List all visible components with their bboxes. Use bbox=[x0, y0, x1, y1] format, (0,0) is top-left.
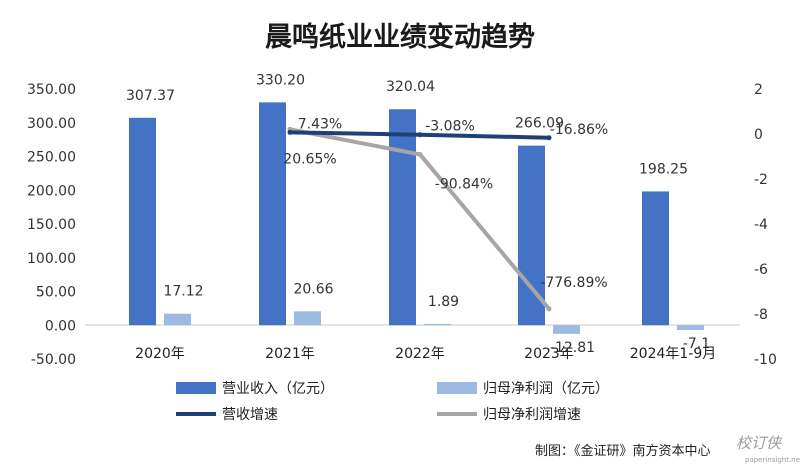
revenue-value-label: 266.09 bbox=[515, 116, 564, 132]
profit-value-label: -12.81 bbox=[550, 340, 595, 356]
right-tick-label: -10 bbox=[754, 352, 777, 368]
x-category-label: 2021年 bbox=[265, 346, 315, 362]
right-tick-label: 2 bbox=[754, 82, 763, 98]
x-category-label: 2022年 bbox=[395, 346, 445, 362]
revenue-bar bbox=[518, 145, 545, 326]
legend-label-profit-growth: 归母净利润增速 bbox=[483, 406, 581, 423]
chart-title: 晨鸣纸业业绩变动趋势 bbox=[265, 21, 535, 53]
revenue-growth-point bbox=[417, 132, 423, 138]
left-tick-label: 100.00 bbox=[27, 251, 76, 267]
profit-value-label: -7.1 bbox=[683, 336, 710, 352]
revenue-value-label: 198.25 bbox=[639, 161, 688, 177]
x-categories: 2020年 2021年 2022年 2023年 2024年1-9月 bbox=[135, 346, 716, 362]
profit-growth-label: 20.65% bbox=[283, 151, 336, 167]
profit-bar bbox=[164, 313, 191, 326]
right-tick-label: -4 bbox=[754, 217, 768, 233]
legend-label-revenue-growth: 营收增速 bbox=[222, 407, 278, 423]
left-tick-label: 150.00 bbox=[27, 217, 76, 233]
credit-text: 制图：《金证研》南方资本中心 bbox=[535, 443, 711, 459]
revenue-growth-label: -3.08% bbox=[425, 119, 475, 135]
profit-growth-point bbox=[417, 151, 423, 157]
profit-growth-point bbox=[546, 306, 552, 312]
legend-swatch-revenue bbox=[176, 382, 216, 394]
revenue-value-label: 330.20 bbox=[256, 72, 305, 88]
profit-value-label: 1.89 bbox=[428, 294, 459, 310]
right-tick-label: 0 bbox=[754, 127, 763, 143]
left-tick-label: 350.00 bbox=[27, 82, 76, 98]
profit-bar bbox=[294, 311, 321, 326]
legend-label-revenue: 营业收入（亿元） bbox=[222, 381, 334, 397]
revenue-growth-label: 7.43% bbox=[298, 116, 342, 132]
right-axis: 2 0 -2 -4 -6 -8 -10 bbox=[754, 82, 777, 368]
watermark: 校订侠 paperinsight.net bbox=[736, 434, 800, 464]
right-tick-label: -6 bbox=[754, 262, 768, 278]
revenue-growth-point bbox=[287, 129, 293, 135]
legend-label-profit: 归母净利润（亿元） bbox=[483, 380, 609, 397]
left-tick-label: 300.00 bbox=[27, 116, 76, 132]
left-tick-label: 50.00 bbox=[36, 285, 76, 301]
right-tick-label: -2 bbox=[754, 172, 768, 188]
revenue-growth-point bbox=[546, 135, 552, 141]
left-tick-label: 250.00 bbox=[27, 150, 76, 166]
revenue-bar bbox=[642, 191, 669, 326]
data-labels: 307.37 330.20 320.04 266.09 198.25 17.12 20.66… bbox=[126, 72, 710, 356]
profit-bar bbox=[677, 325, 704, 331]
growth-lines bbox=[287, 126, 552, 312]
profit-growth-label: -776.89% bbox=[540, 275, 607, 291]
right-tick-label: -8 bbox=[754, 307, 768, 323]
bars bbox=[129, 102, 704, 334]
profit-value-label: 17.12 bbox=[163, 284, 203, 300]
legend-swatch-profit bbox=[437, 382, 477, 394]
revenue-bar bbox=[129, 117, 156, 326]
left-tick-label: -50.00 bbox=[31, 352, 76, 368]
profit-growth-label: -90.84% bbox=[435, 176, 493, 192]
x-category-label: 2023年 bbox=[524, 346, 574, 362]
watermark-sub: paperinsight.net bbox=[745, 456, 800, 464]
revenue-growth-label: -16.86% bbox=[550, 122, 608, 138]
legend: 营业收入（亿元） 归母净利润（亿元） 营收增速 归母净利润增速 bbox=[176, 380, 609, 423]
profit-value-label: 20.66 bbox=[293, 281, 333, 297]
left-axis: -50.00 0.00 50.00 100.00 150.00 200.00 250.00 3… bbox=[27, 82, 76, 368]
revenue-value-label: 320.04 bbox=[386, 79, 435, 95]
revenue-value-label: 307.37 bbox=[126, 88, 175, 104]
profit-bar bbox=[553, 325, 580, 334]
left-tick-label: 0.00 bbox=[45, 318, 76, 334]
left-tick-label: 200.00 bbox=[27, 183, 76, 199]
revenue-bar bbox=[389, 109, 416, 326]
watermark-text: 校订侠 bbox=[736, 434, 783, 452]
x-category-label: 2024年1-9月 bbox=[630, 346, 717, 362]
profit-bar bbox=[424, 323, 451, 326]
revenue-bar bbox=[259, 102, 286, 326]
x-category-label: 2020年 bbox=[135, 346, 185, 362]
